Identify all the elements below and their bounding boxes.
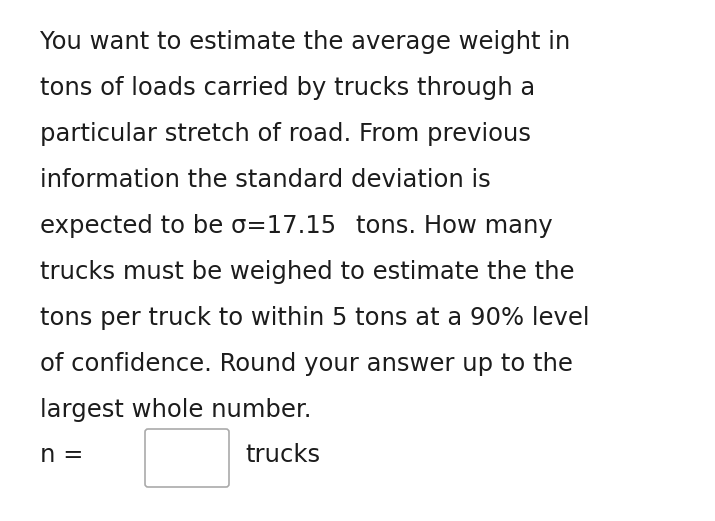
Text: You want to estimate the average weight in: You want to estimate the average weight … <box>40 30 571 54</box>
Text: of confidence. Round your answer up to the: of confidence. Round your answer up to t… <box>40 352 573 376</box>
Text: trucks: trucks <box>245 443 320 467</box>
Text: tons per truck to within 5 tons at a 90% level: tons per truck to within 5 tons at a 90%… <box>40 306 589 330</box>
Text: trucks must be weighed to estimate the the: trucks must be weighed to estimate the t… <box>40 260 574 284</box>
Text: n =: n = <box>40 443 84 467</box>
Text: information the standard deviation is: information the standard deviation is <box>40 168 490 192</box>
Text: particular stretch of road. From previous: particular stretch of road. From previou… <box>40 122 531 146</box>
FancyBboxPatch shape <box>145 429 229 487</box>
Text: tons of loads carried by trucks through a: tons of loads carried by trucks through … <box>40 76 536 100</box>
Text: largest whole number.: largest whole number. <box>40 398 312 422</box>
Text: expected to be σ=17.15  tons. How many: expected to be σ=17.15 tons. How many <box>40 214 553 238</box>
